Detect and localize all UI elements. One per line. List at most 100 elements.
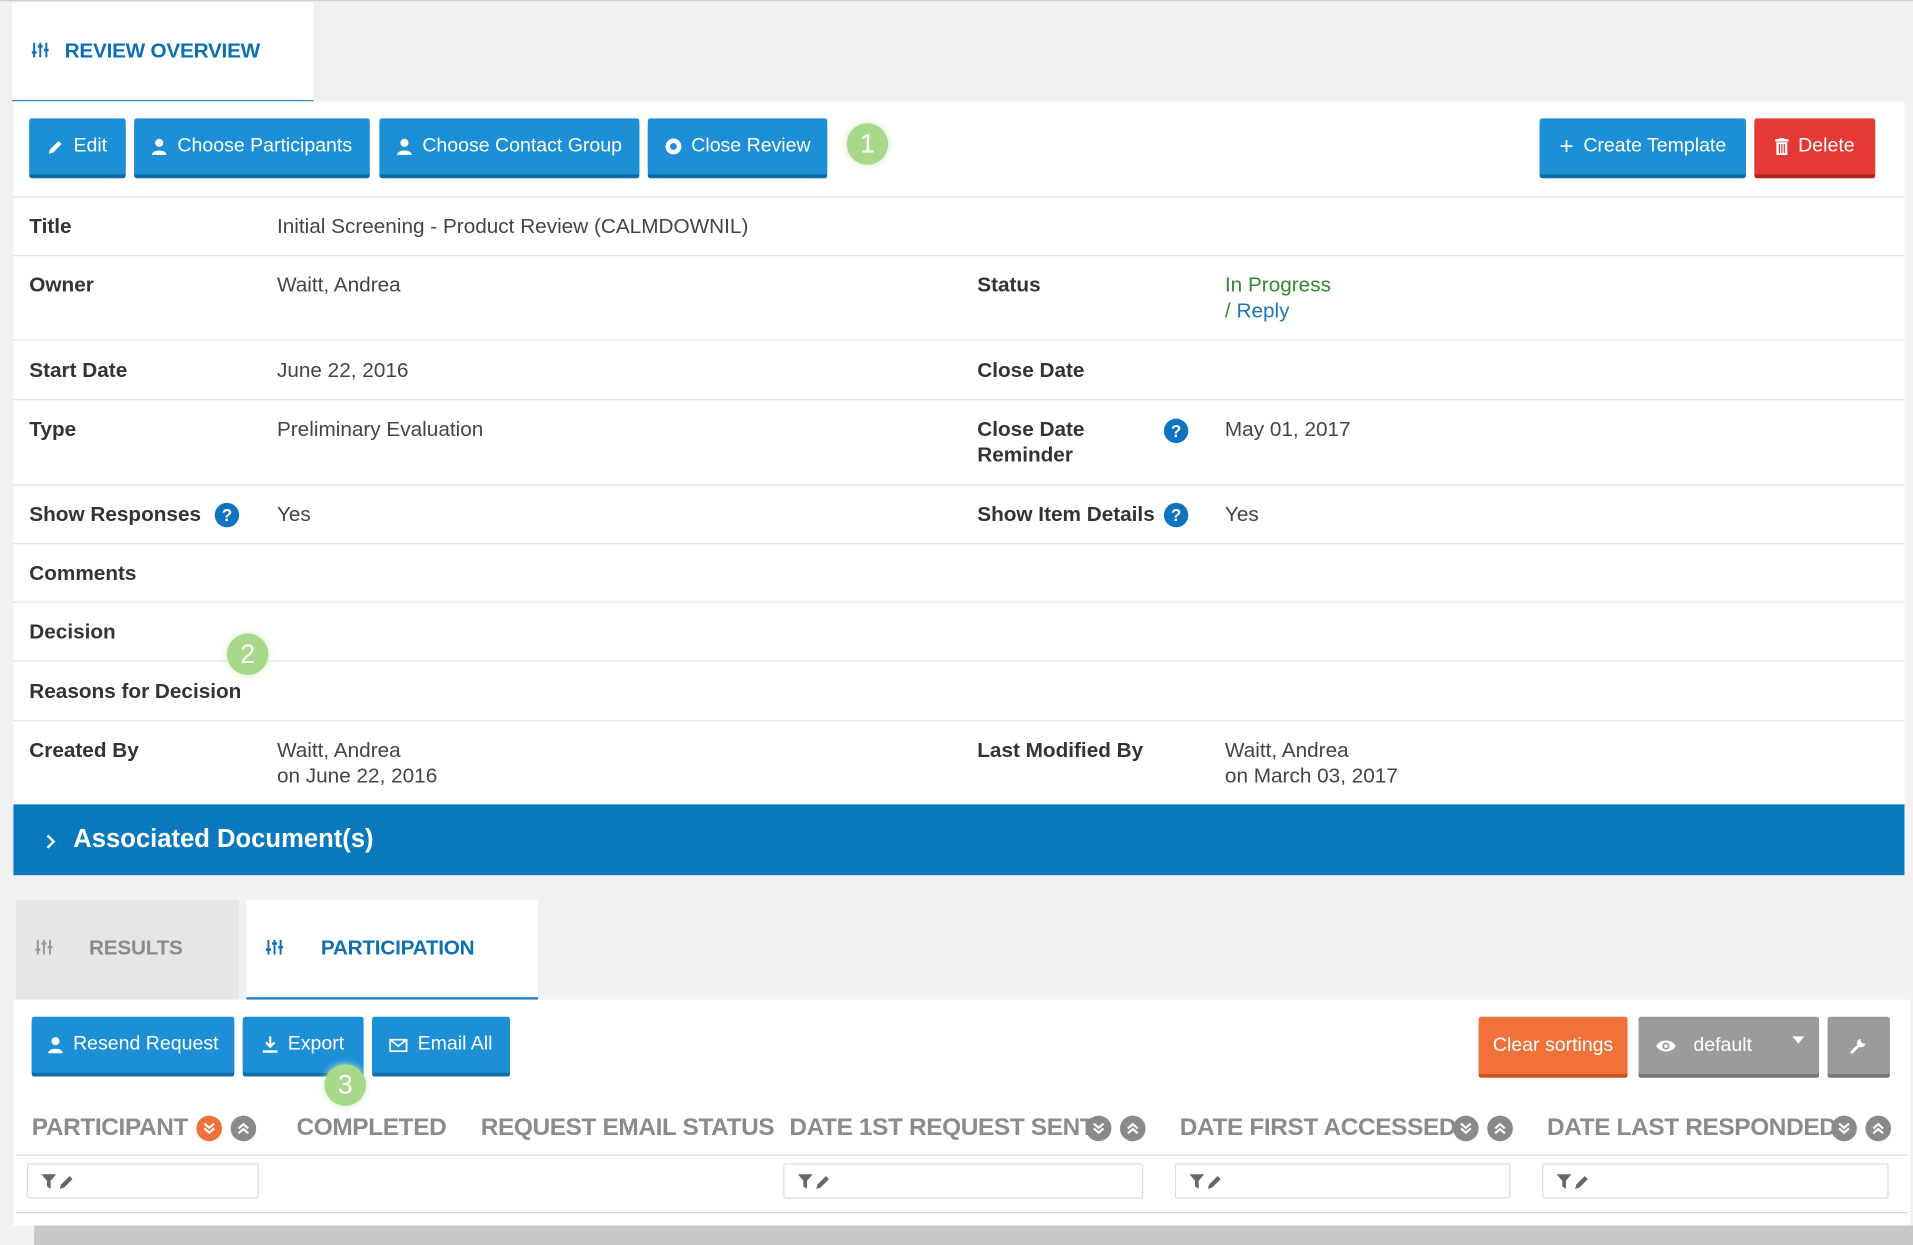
column-header-date-1st-request-sent[interactable]: DATE 1ST REQUEST SENT	[789, 1114, 1095, 1142]
sort-asc-icon[interactable]	[230, 1115, 257, 1142]
reply-link[interactable]: Reply	[1236, 299, 1290, 323]
participant-filter-input[interactable]	[26, 1163, 259, 1199]
decision-label: Decision	[29, 620, 116, 644]
view-select-dropdown[interactable]: default	[1638, 1016, 1820, 1075]
header-divider	[15, 1154, 1907, 1156]
type-label: Type	[29, 417, 77, 441]
detail-row-type	[13, 399, 1905, 485]
close-review-button[interactable]: Close Review	[647, 118, 828, 175]
callout-marker-2: 2	[226, 633, 269, 675]
filter-edit-icon	[41, 1174, 73, 1189]
sort-desc-icon[interactable]	[1831, 1115, 1857, 1142]
edit-button[interactable]: Edit	[29, 118, 126, 175]
choose-participants-label: Choose Participants	[177, 135, 353, 157]
show-responses-label: Show Responses	[29, 502, 202, 527]
show-item-details-value: Yes	[1224, 502, 1259, 527]
tab-participation[interactable]: PARTICIPATION	[246, 899, 539, 1000]
edit-button-label: Edit	[73, 135, 108, 157]
filter-edit-icon	[797, 1174, 830, 1189]
resend-request-label: Resend Request	[73, 1033, 219, 1055]
start-date-label: Start Date	[29, 358, 128, 383]
date-first-accessed-filter-input[interactable]	[1174, 1163, 1511, 1199]
sliders-icon	[31, 42, 49, 58]
detail-row-title	[13, 196, 1905, 256]
sort-desc-icon[interactable]	[196, 1115, 223, 1142]
column-header-date-last-responded[interactable]: DATE LAST RESPONDED	[1546, 1114, 1837, 1142]
help-icon[interactable]: ?	[1163, 418, 1189, 444]
detail-row-dates	[13, 339, 1905, 400]
tab-results-label: RESULTS	[89, 936, 183, 960]
top-border	[0, 0, 1913, 2]
close-reminder-label-line2: Reminder	[977, 443, 1073, 467]
stop-circle-icon	[665, 138, 681, 155]
export-label: Export	[287, 1033, 345, 1055]
owner-label: Owner	[29, 273, 94, 297]
column-header-date-first-accessed[interactable]: DATE FIRST ACCESSED	[1179, 1114, 1457, 1142]
sliders-icon	[265, 939, 284, 955]
sort-asc-icon[interactable]	[1487, 1115, 1513, 1142]
choose-contact-group-button[interactable]: Choose Contact Group	[379, 118, 640, 175]
caret-down-icon	[1792, 1036, 1805, 1044]
eye-icon	[1656, 1039, 1676, 1051]
settings-wrench-button[interactable]	[1827, 1016, 1890, 1075]
close-review-label: Close Review	[691, 135, 811, 157]
create-template-label: Create Template	[1583, 135, 1727, 157]
table-bottom-border	[15, 1212, 1907, 1214]
delete-label: Delete	[1798, 135, 1855, 157]
plus-icon: +	[1559, 133, 1574, 160]
delete-button[interactable]: Delete	[1754, 118, 1876, 175]
envelope-icon	[389, 1038, 408, 1052]
comments-label: Comments	[29, 561, 137, 585]
sort-asc-icon[interactable]	[1119, 1115, 1146, 1142]
status-label: Status	[977, 273, 1041, 297]
last-modified-by-date: on March 03, 2017	[1224, 764, 1398, 788]
clear-sortings-button[interactable]: Clear sortings	[1478, 1016, 1628, 1075]
detail-row-audit	[13, 720, 1905, 805]
detail-row-reasons	[13, 660, 1905, 721]
date-last-responded-filter-input[interactable]	[1542, 1163, 1889, 1199]
horizontal-scrollbar[interactable]	[34, 1225, 1913, 1245]
column-header-request-email-status[interactable]: REQUEST EMAIL STATUS	[480, 1114, 775, 1142]
choose-contact-group-label: Choose Contact Group	[422, 135, 623, 157]
pencil-icon	[49, 140, 62, 154]
callout-marker-3: 3	[324, 1064, 367, 1106]
close-date-label: Close Date	[977, 358, 1085, 383]
detail-row-comments	[13, 543, 1905, 602]
sort-desc-icon[interactable]	[1453, 1115, 1479, 1142]
last-modified-by-label: Last Modified By	[977, 738, 1144, 762]
help-icon[interactable]: ?	[214, 502, 240, 528]
show-item-details-label: Show Item Details	[977, 502, 1155, 527]
show-responses-value: Yes	[276, 502, 311, 527]
column-header-participant[interactable]: PARTICIPANT	[31, 1114, 189, 1142]
help-icon[interactable]: ?	[1163, 502, 1189, 528]
email-all-label: Email All	[417, 1033, 493, 1055]
tab-review-overview[interactable]: REVIEW OVERVIEW	[12, 2, 314, 102]
chevron-right-icon	[46, 834, 56, 849]
detail-row-owner	[13, 255, 1905, 340]
type-value: Preliminary Evaluation	[276, 417, 484, 441]
choose-participants-button[interactable]: Choose Participants	[134, 118, 370, 175]
create-template-button[interactable]: + Create Template	[1539, 118, 1746, 175]
email-all-button[interactable]: Email All	[372, 1016, 510, 1073]
export-button[interactable]: Export	[242, 1016, 364, 1073]
user-icon	[48, 1037, 63, 1054]
wrench-icon	[1850, 1038, 1866, 1054]
status-value: In Progress	[1224, 273, 1331, 297]
last-modified-by-name: Waitt, Andrea	[1224, 738, 1349, 762]
sort-desc-icon[interactable]	[1085, 1115, 1112, 1142]
close-date-reminder-label: Close Date Reminder	[977, 416, 1084, 467]
resend-request-button[interactable]: Resend Request	[31, 1016, 235, 1073]
date-1st-request-filter-input[interactable]	[783, 1163, 1144, 1199]
status-separator: /	[1224, 299, 1231, 323]
sort-asc-icon[interactable]	[1865, 1115, 1892, 1142]
created-by-label: Created By	[29, 738, 139, 762]
associated-documents-bar[interactable]: Associated Document(s)	[13, 804, 1905, 876]
tab-review-overview-label: REVIEW OVERVIEW	[64, 39, 261, 63]
detail-row-decision	[13, 601, 1905, 661]
view-select-value: default	[1693, 1034, 1753, 1056]
sliders-icon	[35, 939, 53, 955]
trash-icon	[1774, 137, 1789, 156]
column-header-completed[interactable]: COMPLETED	[296, 1114, 447, 1142]
tab-results[interactable]: RESULTS	[15, 899, 240, 1000]
start-date-value: June 22, 2016	[276, 358, 409, 383]
